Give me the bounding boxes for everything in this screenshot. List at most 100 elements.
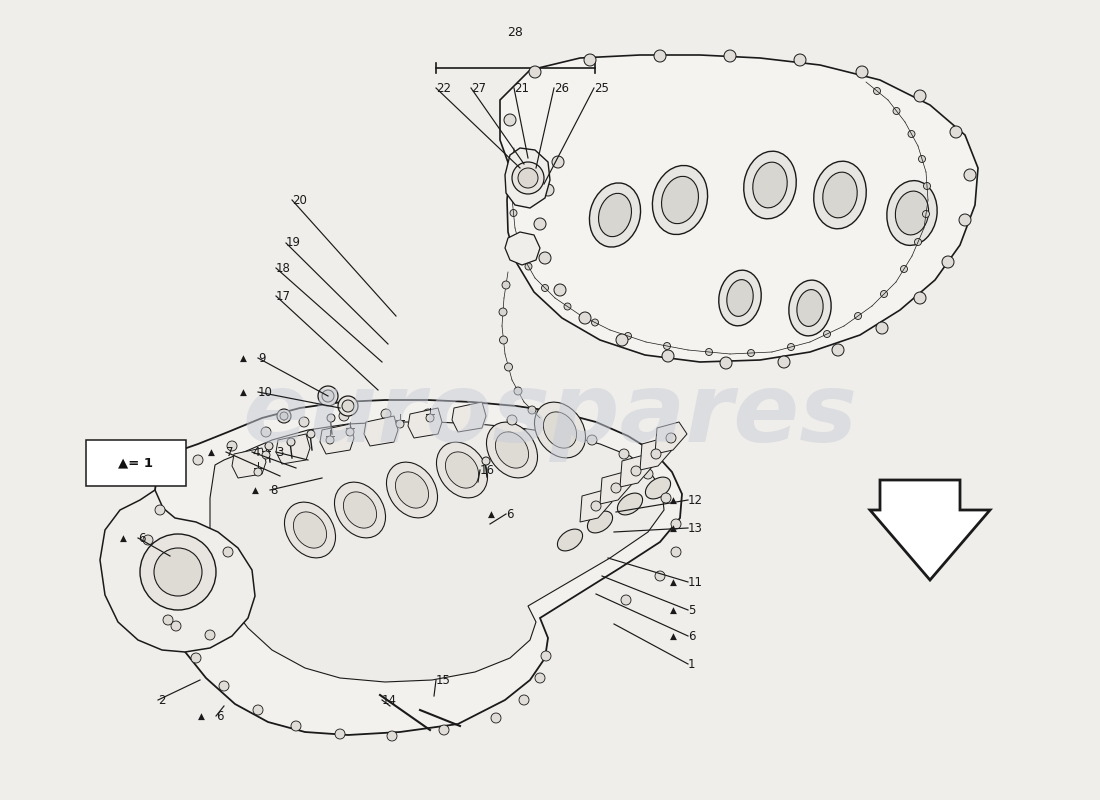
Circle shape	[873, 87, 880, 94]
Circle shape	[143, 535, 153, 545]
Polygon shape	[620, 455, 652, 487]
Ellipse shape	[752, 162, 788, 208]
Circle shape	[616, 334, 628, 346]
Circle shape	[265, 442, 273, 450]
Polygon shape	[452, 402, 486, 432]
Ellipse shape	[486, 422, 538, 478]
Polygon shape	[364, 416, 398, 446]
Ellipse shape	[285, 502, 336, 558]
Circle shape	[579, 312, 591, 324]
Text: 12: 12	[688, 494, 703, 506]
Circle shape	[318, 386, 338, 406]
Circle shape	[518, 168, 538, 188]
Text: 8: 8	[270, 483, 277, 497]
Circle shape	[788, 343, 794, 350]
Ellipse shape	[718, 270, 761, 326]
Circle shape	[893, 107, 900, 114]
Circle shape	[170, 621, 182, 631]
Circle shape	[778, 356, 790, 368]
Ellipse shape	[789, 280, 832, 336]
Ellipse shape	[646, 477, 671, 499]
Circle shape	[261, 427, 271, 437]
Ellipse shape	[446, 452, 478, 488]
Circle shape	[192, 455, 204, 465]
Polygon shape	[500, 55, 978, 362]
Circle shape	[584, 54, 596, 66]
Text: 20: 20	[292, 194, 307, 206]
Circle shape	[914, 238, 922, 246]
Circle shape	[918, 155, 925, 162]
Ellipse shape	[814, 162, 867, 229]
Ellipse shape	[590, 183, 640, 247]
Circle shape	[525, 263, 532, 270]
Ellipse shape	[744, 151, 796, 218]
Text: ▲: ▲	[670, 631, 676, 641]
Circle shape	[942, 256, 954, 268]
Circle shape	[542, 184, 554, 196]
Circle shape	[508, 181, 516, 187]
Circle shape	[346, 428, 354, 436]
Circle shape	[512, 162, 544, 194]
Circle shape	[227, 441, 236, 451]
Circle shape	[381, 409, 390, 419]
Circle shape	[322, 390, 334, 402]
Ellipse shape	[343, 492, 376, 528]
Polygon shape	[100, 490, 255, 652]
Ellipse shape	[294, 512, 327, 548]
Circle shape	[876, 322, 888, 334]
Ellipse shape	[535, 402, 585, 458]
Text: 11: 11	[688, 575, 703, 589]
Circle shape	[549, 423, 559, 433]
Text: 6: 6	[138, 531, 145, 545]
Text: 14: 14	[382, 694, 397, 706]
Circle shape	[191, 653, 201, 663]
Circle shape	[519, 695, 529, 705]
Circle shape	[592, 319, 598, 326]
Ellipse shape	[652, 166, 707, 234]
Circle shape	[465, 411, 475, 421]
Circle shape	[326, 436, 334, 444]
Polygon shape	[580, 490, 612, 522]
Circle shape	[964, 169, 976, 181]
Circle shape	[280, 412, 288, 420]
Circle shape	[959, 214, 971, 226]
Circle shape	[140, 534, 216, 610]
Text: 17: 17	[276, 290, 292, 302]
Text: 18: 18	[276, 262, 290, 274]
Text: ▲: ▲	[208, 447, 214, 457]
Circle shape	[824, 330, 830, 338]
Circle shape	[155, 545, 165, 555]
Text: 26: 26	[554, 82, 569, 94]
Text: ▲: ▲	[670, 578, 676, 586]
Circle shape	[502, 281, 510, 289]
Ellipse shape	[395, 472, 429, 508]
Text: 13: 13	[688, 522, 703, 534]
Circle shape	[541, 285, 549, 291]
Circle shape	[514, 387, 522, 395]
Text: 25: 25	[594, 82, 609, 94]
Polygon shape	[408, 408, 442, 438]
Ellipse shape	[334, 482, 385, 538]
Circle shape	[529, 66, 541, 78]
Text: 3: 3	[276, 446, 284, 458]
Ellipse shape	[437, 442, 487, 498]
Circle shape	[262, 451, 270, 459]
Ellipse shape	[587, 511, 613, 533]
Circle shape	[253, 705, 263, 715]
Circle shape	[534, 218, 546, 230]
Circle shape	[554, 284, 566, 296]
Circle shape	[154, 548, 202, 596]
Text: 16: 16	[480, 463, 495, 477]
Ellipse shape	[598, 194, 631, 237]
Circle shape	[619, 449, 629, 459]
Text: ▲: ▲	[487, 510, 494, 518]
Text: ▲: ▲	[240, 354, 246, 362]
Circle shape	[499, 336, 507, 344]
Circle shape	[307, 430, 315, 438]
Circle shape	[277, 409, 292, 423]
Circle shape	[832, 344, 844, 356]
Ellipse shape	[727, 280, 754, 316]
Circle shape	[515, 238, 522, 245]
Circle shape	[621, 595, 631, 605]
Circle shape	[651, 449, 661, 459]
